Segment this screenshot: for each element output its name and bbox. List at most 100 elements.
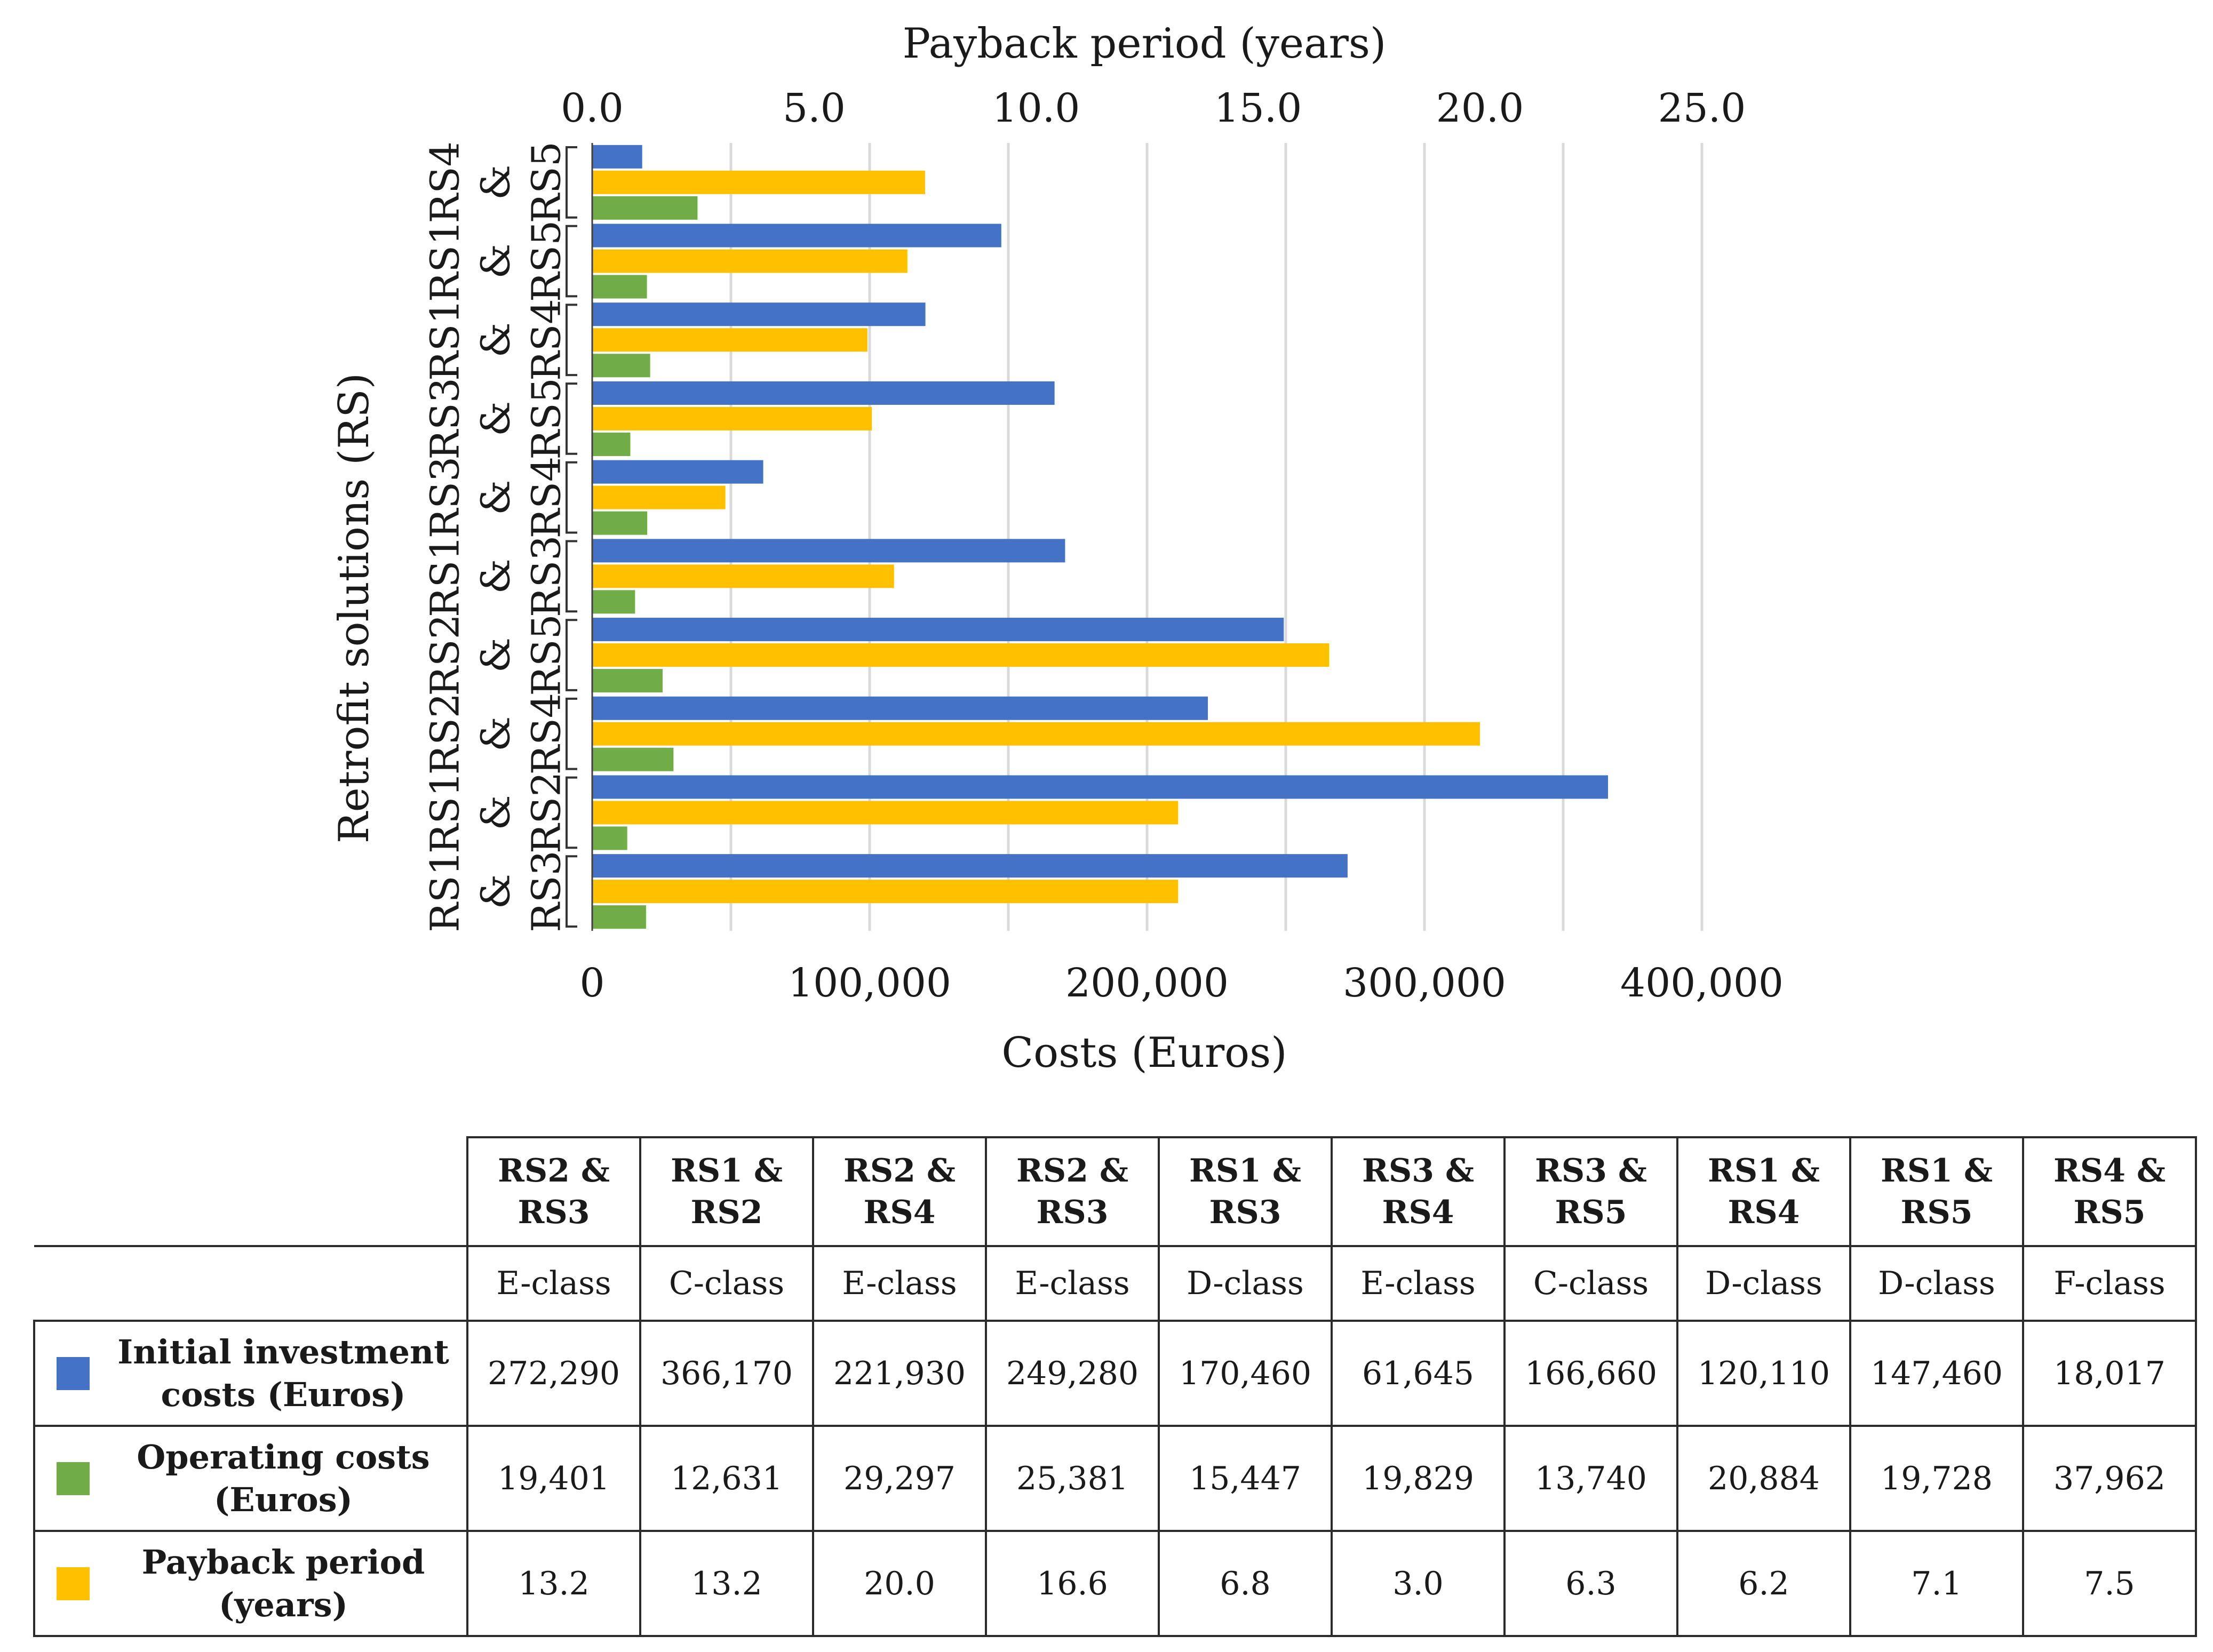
table-cell: 18,017 bbox=[2022, 1320, 2197, 1427]
top-axis-title: Payback period (years) bbox=[903, 20, 1387, 68]
column-header: RS1 & RS3 bbox=[1158, 1136, 1333, 1247]
table-cell: 170,460 bbox=[1158, 1320, 1333, 1427]
column-header-line2: RS3 bbox=[518, 1194, 590, 1231]
data-table: RS2 & RS3 RS1 & RS2 RS2 & RS4 RS2 & RS3 RS1 & RS3… bbox=[33, 1136, 2197, 1637]
energy-class-cell: D-class bbox=[1158, 1245, 1333, 1322]
bottom-axis-title: Costs (Euros) bbox=[1001, 1029, 1287, 1077]
column-header-line1: RS1 & bbox=[671, 1152, 783, 1190]
category-label: RS2 bbox=[422, 693, 468, 775]
table-cell: 12,631 bbox=[639, 1425, 814, 1532]
bar bbox=[592, 196, 698, 220]
bar bbox=[592, 302, 926, 326]
column-header: RS2 & RS3 bbox=[985, 1136, 1160, 1247]
table-cell: 19,728 bbox=[1849, 1425, 2024, 1532]
row-label: Initial investment costs (Euros) bbox=[33, 1320, 468, 1427]
bar bbox=[592, 880, 1179, 904]
bar bbox=[592, 801, 1179, 825]
category-bracket bbox=[566, 225, 577, 298]
bars bbox=[591, 143, 1609, 931]
column-header-line2: RS5 bbox=[1900, 1194, 1973, 1231]
category-bracket bbox=[566, 461, 577, 534]
category-label: RS4 bbox=[523, 299, 569, 381]
table-cell: 147,460 bbox=[1849, 1320, 2024, 1427]
row-label-line1: Payback period bbox=[141, 1542, 425, 1582]
bottom-tick-label: 300,000 bbox=[1343, 960, 1506, 1006]
category-label: & bbox=[473, 480, 519, 515]
category-label: RS1 bbox=[422, 772, 468, 854]
table-cell: 13.2 bbox=[639, 1530, 814, 1637]
bar bbox=[592, 485, 726, 509]
bar bbox=[592, 905, 646, 929]
column-header-line1: RS1 & bbox=[1881, 1152, 1993, 1190]
bar bbox=[592, 145, 642, 169]
table-cell: 25,381 bbox=[985, 1425, 1160, 1532]
energy-class-row: E-class C-class E-class E-class D-class E-cla… bbox=[34, 1245, 2197, 1322]
category-bracket bbox=[566, 382, 577, 455]
bar bbox=[592, 775, 1609, 799]
bar bbox=[592, 539, 1065, 563]
category-bracket bbox=[566, 855, 577, 928]
column-header-line2: RS4 bbox=[863, 1194, 936, 1231]
table-cell: 19,401 bbox=[466, 1425, 641, 1532]
y-axis-title: Retrofit solutions (RS) bbox=[330, 373, 378, 843]
column-header-line1: RS3 & bbox=[1362, 1152, 1474, 1190]
legend-swatch bbox=[57, 1567, 90, 1600]
category-bracket bbox=[566, 304, 577, 377]
column-header-line2: RS3 bbox=[1209, 1194, 1281, 1231]
row-label-line1: Operating costs bbox=[137, 1437, 430, 1477]
category-bracket bbox=[566, 619, 577, 691]
category-label: RS3 bbox=[422, 378, 468, 460]
legend-swatch bbox=[57, 1462, 90, 1495]
column-header-line1: RS2 & bbox=[498, 1152, 610, 1190]
category-label: RS1 bbox=[422, 299, 468, 381]
table-cell: 120,110 bbox=[1676, 1320, 1851, 1427]
category-bracket bbox=[566, 697, 577, 770]
category-label: RS3 bbox=[523, 850, 569, 932]
category-label: & bbox=[473, 165, 519, 200]
bar bbox=[592, 406, 872, 430]
bar bbox=[592, 564, 894, 588]
column-header: RS3 & RS4 bbox=[1331, 1136, 1506, 1247]
category-label: RS3 bbox=[523, 536, 569, 618]
energy-class-cell: E-class bbox=[466, 1245, 641, 1322]
column-header-line1: RS1 & bbox=[1189, 1152, 1301, 1190]
table-cell: 20.0 bbox=[812, 1530, 987, 1637]
column-header-line1: RS2 & bbox=[1016, 1152, 1128, 1190]
top-tick-label: 10.0 bbox=[992, 85, 1080, 131]
energy-class-cell: D-class bbox=[1849, 1245, 2024, 1322]
bar bbox=[592, 590, 635, 614]
column-header: RS1 & RS2 bbox=[639, 1136, 814, 1247]
category-label: & bbox=[473, 874, 519, 909]
column-header: RS1 & RS4 bbox=[1676, 1136, 1851, 1247]
table-cell: 7.5 bbox=[2022, 1530, 2197, 1637]
column-header: RS2 & RS4 bbox=[812, 1136, 987, 1247]
column-header: RS1 & RS5 bbox=[1849, 1136, 2024, 1247]
row-label-text: Operating costs (Euros) bbox=[100, 1436, 466, 1521]
row-label: Payback period (years) bbox=[33, 1530, 468, 1637]
category-label: & bbox=[473, 244, 519, 279]
column-header-line1: RS4 & bbox=[2053, 1152, 2166, 1190]
category-label: & bbox=[473, 558, 519, 594]
bar bbox=[592, 696, 1208, 720]
table-header-row: RS2 & RS3 RS1 & RS2 RS2 & RS4 RS2 & RS3 RS1 & RS3… bbox=[34, 1136, 2197, 1247]
table-row: Payback period (years) 13.2 13.2 20.0 16.6 6.8… bbox=[33, 1530, 2197, 1637]
bottom-tick-label: 100,000 bbox=[788, 960, 951, 1006]
category-label: RS5 bbox=[523, 614, 569, 696]
row-label-text: Initial investment costs (Euros) bbox=[100, 1331, 466, 1416]
row-label-line2: (years) bbox=[219, 1585, 348, 1624]
table-cell: 13.2 bbox=[466, 1530, 641, 1637]
table-cell: 249,280 bbox=[985, 1320, 1160, 1427]
bar bbox=[592, 826, 627, 850]
category-label: RS5 bbox=[523, 141, 569, 224]
row-label-wrap: Initial investment costs (Euros) bbox=[35, 1322, 466, 1425]
table-corner bbox=[34, 1137, 468, 1247]
bar bbox=[592, 854, 1348, 878]
row-label-wrap: Operating costs (Euros) bbox=[35, 1427, 466, 1530]
table-cell: 6.3 bbox=[1503, 1530, 1678, 1637]
bar bbox=[592, 511, 648, 535]
row-label-line1: Initial investment bbox=[117, 1332, 449, 1371]
legend-swatch bbox=[57, 1356, 90, 1390]
bar bbox=[592, 328, 867, 352]
column-header-line1: RS2 & bbox=[843, 1152, 956, 1190]
table-cell: 6.8 bbox=[1158, 1530, 1333, 1637]
